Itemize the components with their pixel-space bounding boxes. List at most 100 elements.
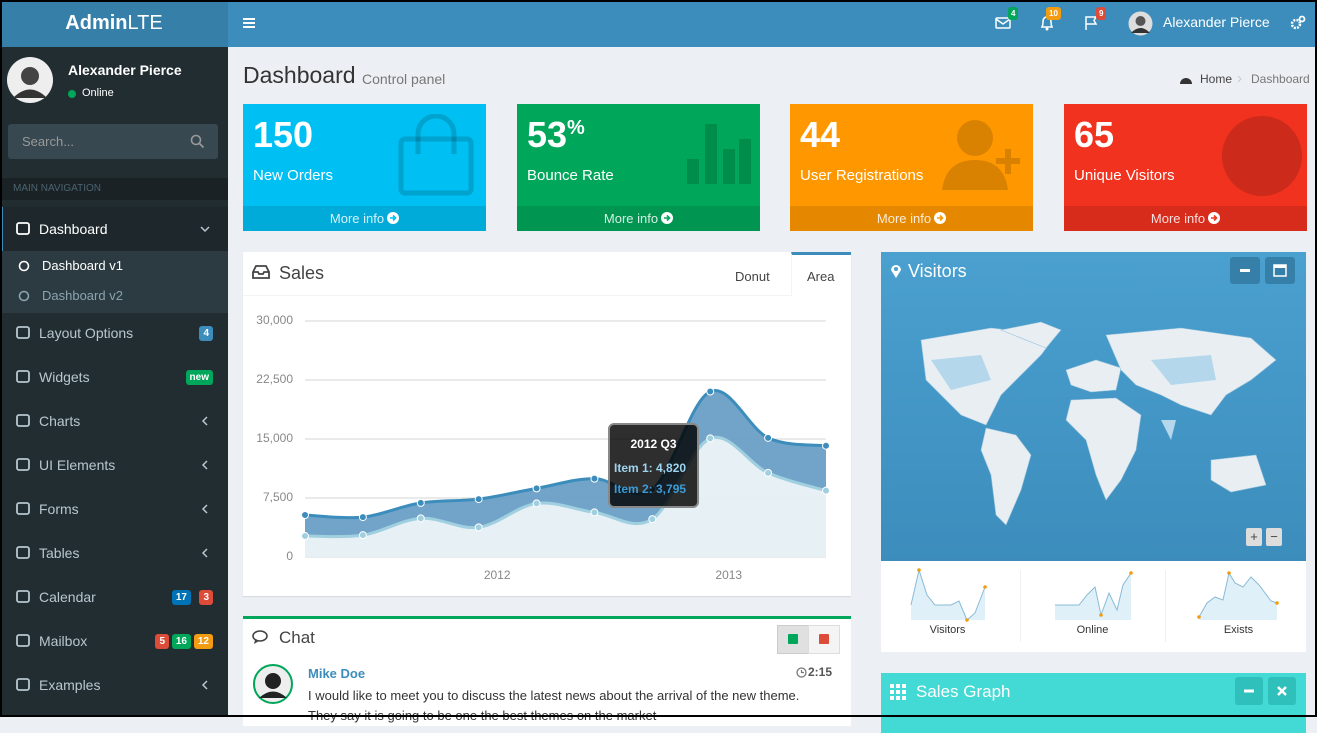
sidebar-avatar: [7, 57, 53, 103]
point: [764, 433, 773, 442]
sidebar-user: Alexander Pierce: [68, 62, 182, 78]
logo-light: LTE: [127, 12, 163, 34]
point: [474, 523, 483, 532]
y-tick-label: 30,000: [256, 313, 293, 327]
sales-graph-title: Sales Graph: [916, 682, 1011, 701]
page-subtitle: Control panel: [362, 71, 446, 87]
menu-label[interactable]: UI Elements: [39, 457, 116, 473]
logo-bold: Admin: [65, 12, 128, 34]
info-box: [790, 104, 1033, 231]
bar-shape: [723, 149, 735, 184]
menu-label[interactable]: Layout Options: [39, 325, 134, 341]
point: [648, 515, 657, 524]
menu-badge: 3: [199, 590, 213, 605]
bar-shape: [687, 159, 699, 184]
x-tick-label: 2013: [715, 568, 742, 582]
logo[interactable]: AdminLTE: [0, 0, 228, 47]
menu-badge: 12: [193, 634, 213, 649]
head: [957, 120, 993, 156]
info-link[interactable]: More info: [243, 211, 486, 226]
info-icon: [1222, 116, 1302, 196]
arrow-icon: [661, 212, 674, 224]
info-link[interactable]: More info: [790, 211, 1033, 226]
submenu-label[interactable]: Dashboard v2: [42, 288, 123, 303]
chevron: [201, 416, 208, 426]
chevron: [200, 226, 210, 233]
page-title: Dashboard: [243, 62, 356, 88]
menu-chevron: [200, 226, 210, 233]
sales-header-border: [243, 295, 851, 296]
y-tick-label: 22,500: [256, 372, 293, 386]
bag-handle: [415, 114, 457, 154]
arrow-icon: [1208, 212, 1221, 224]
menu-label[interactable]: Dashboard: [39, 221, 108, 237]
home-icon: [1180, 78, 1192, 84]
circle: [18, 290, 30, 302]
info-link[interactable]: More info: [1064, 211, 1307, 226]
sales-graph-buttons[interactable]: [1235, 677, 1299, 706]
menu-icon: [16, 678, 30, 691]
map-zoom-in[interactable]: +: [1246, 528, 1262, 546]
map-zoom-out[interactable]: −: [1266, 528, 1282, 546]
menu-chevron: [201, 460, 208, 470]
search-placeholder: Search...: [22, 134, 75, 149]
world-map: [920, 321, 1277, 526]
info-link[interactable]: More info: [517, 211, 760, 226]
info-footer[interactable]: [243, 206, 486, 231]
messages-icon[interactable]: [995, 15, 1011, 31]
menu-label[interactable]: Tables: [39, 545, 80, 561]
menu-icon-shape: [16, 222, 30, 235]
user-name[interactable]: Alexander Pierce: [1163, 14, 1270, 30]
bag: [398, 136, 474, 196]
menu-label[interactable]: Examples: [39, 677, 101, 693]
tasks-icon[interactable]: [1083, 15, 1099, 31]
sparklines: [910, 568, 1279, 622]
info-icon: [687, 124, 751, 184]
sidebar-toggle[interactable]: [242, 16, 256, 30]
info-value: 150: [253, 114, 314, 155]
point: [416, 498, 425, 507]
sales-title: Sales: [279, 263, 325, 283]
submenu-icon: [18, 290, 30, 302]
visitors-buttons[interactable]: [1230, 257, 1300, 285]
chat-status-buttons[interactable]: [777, 625, 841, 654]
tab-donut[interactable]: Donut: [735, 269, 770, 284]
menu-icon-shape: [16, 634, 30, 647]
point: [301, 511, 309, 520]
submenu-label[interactable]: Dashboard v1: [42, 258, 123, 273]
arrow: [937, 214, 944, 222]
chat-title: Chat: [279, 628, 315, 647]
navbar: [228, 0, 1317, 47]
grid-icon: [890, 684, 906, 700]
menu-badge: new: [185, 370, 213, 385]
menu-label[interactable]: Mailbox: [39, 633, 88, 649]
messages-badge: 4: [1008, 7, 1019, 20]
chat-avatar: [253, 664, 293, 704]
visitors-title: Visitors: [908, 261, 967, 281]
body: [942, 160, 1008, 190]
point: [474, 495, 483, 504]
tab-area[interactable]: Area: [807, 269, 835, 284]
menu-icon: [16, 414, 30, 427]
info-footer[interactable]: [1064, 206, 1307, 231]
chevron: [201, 460, 208, 470]
info-footer[interactable]: [790, 206, 1033, 231]
divider: [1165, 570, 1166, 642]
menu-icon: [16, 634, 30, 647]
search-icon[interactable]: [190, 134, 205, 149]
menu-label[interactable]: Charts: [39, 413, 81, 429]
menu-label[interactable]: Calendar: [39, 589, 96, 605]
menu-icon-shape: [16, 502, 30, 515]
menu-label[interactable]: Forms: [39, 501, 79, 517]
tab-area-bg: [791, 252, 851, 296]
chat-name[interactable]: Mike Doe: [308, 666, 366, 681]
tooltip-title: 2012 Q3: [630, 437, 677, 451]
menu-label[interactable]: Widgets: [39, 369, 90, 385]
sales-icon: [252, 265, 270, 279]
search-box[interactable]: [8, 124, 218, 159]
settings-icon[interactable]: [1290, 15, 1306, 31]
breadcrumb-home[interactable]: Home: [1200, 72, 1233, 86]
info-footer[interactable]: [517, 206, 760, 231]
user-avatar[interactable]: [1128, 11, 1153, 36]
clock-icon: [796, 667, 807, 678]
